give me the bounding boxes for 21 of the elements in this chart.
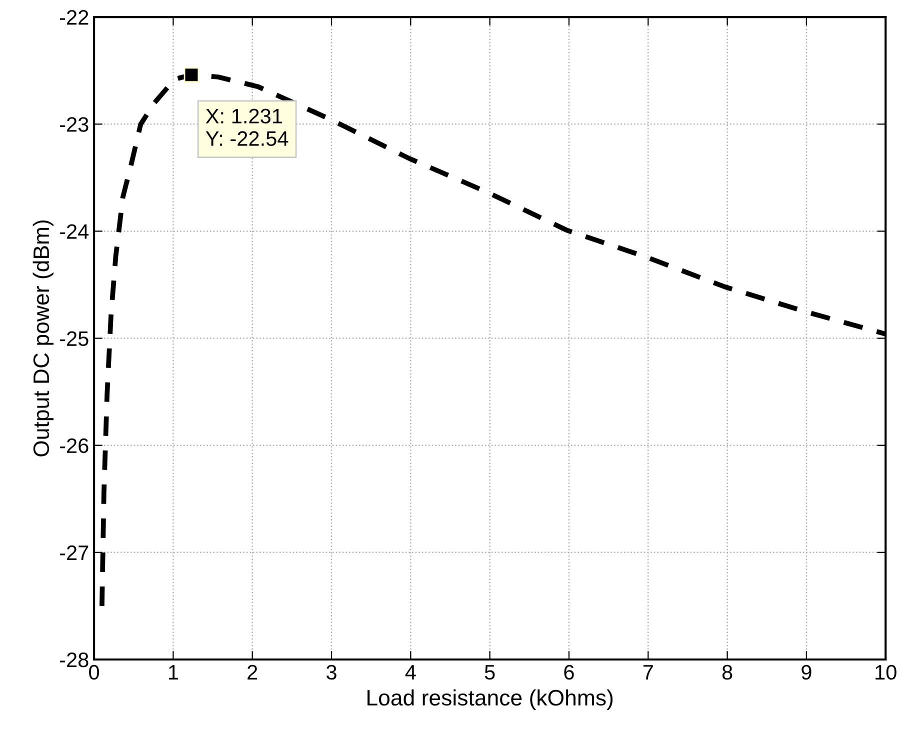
x-tick-label: 2	[248, 664, 258, 680]
x-tick-label: 7	[643, 665, 653, 680]
y-tick-label: -24	[60, 224, 89, 239]
y-tick-label: -28	[60, 652, 88, 668]
x-tick-label: 6	[564, 664, 574, 680]
x-tick-label: 3	[326, 664, 336, 680]
x-tick-label: 1	[168, 665, 178, 680]
x-axis-title: Load resistance (kOhms)	[368, 689, 613, 710]
x-tick-label: 10	[876, 664, 896, 680]
y-tick-label: -26	[60, 438, 88, 454]
y-tick-label: -22	[60, 10, 88, 25]
annotation: X: 1.231 Y: -22.54	[206, 108, 288, 146]
y-tick-label: -27	[60, 545, 88, 560]
x-tick-label: 4	[405, 665, 416, 680]
x-tick-label: 8	[722, 664, 732, 680]
y-tick-label: -23	[60, 117, 88, 132]
y-axis-title: Output DC power (dBm)	[32, 220, 54, 456]
x-tick-label: 5	[484, 665, 495, 680]
x-tick-label: 9	[802, 664, 812, 680]
y-tick-label: -25	[60, 331, 88, 346]
x-tick-label: 0	[89, 664, 100, 680]
